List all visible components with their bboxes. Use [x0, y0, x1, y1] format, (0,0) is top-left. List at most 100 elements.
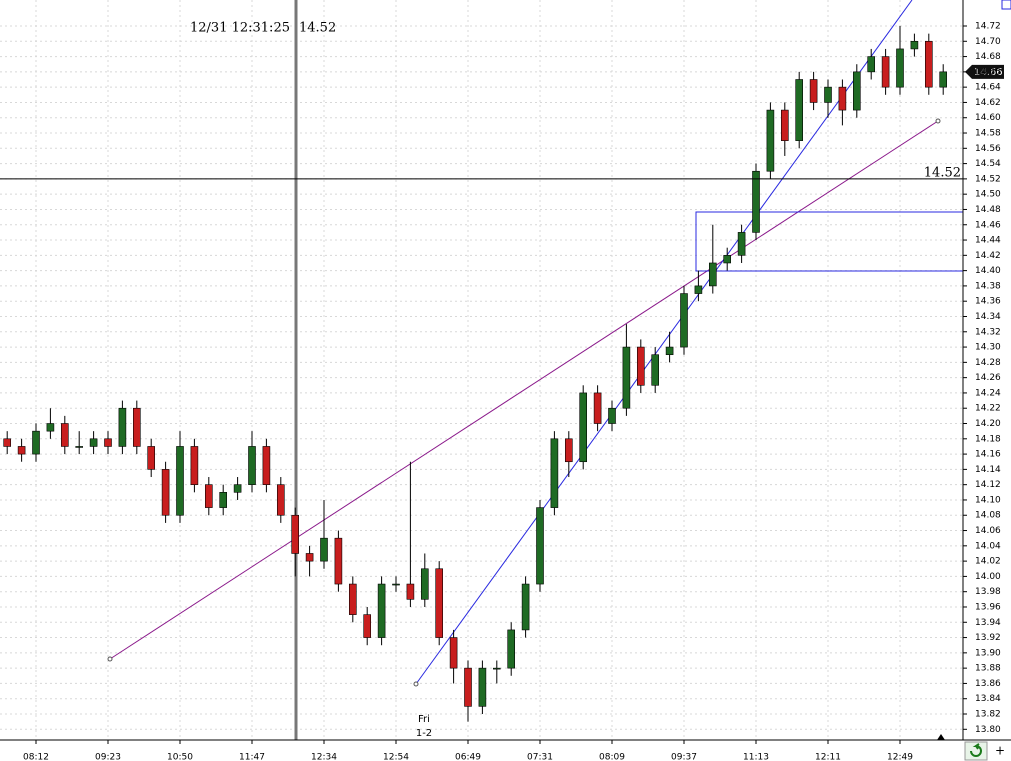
candle-body: [896, 48, 904, 88]
add-button[interactable]: +: [995, 744, 1005, 758]
candle-body: [795, 79, 804, 141]
y-tick-label: 13.88: [975, 664, 1001, 674]
candle-body: [161, 469, 170, 516]
candle-body: [881, 56, 890, 88]
refresh-icon: [970, 743, 982, 757]
candle-body: [348, 583, 357, 615]
candle-body: [3, 438, 12, 447]
session-day: Fri: [418, 714, 430, 725]
y-tick-label: 14.00: [975, 572, 1001, 582]
candle-body: [521, 583, 530, 631]
y-tick-label: 14.18: [975, 434, 1001, 444]
last-price-label: 14.66: [974, 67, 1003, 78]
y-tick-label: 14.22: [975, 404, 1001, 414]
crosshair-value: 14.52: [924, 165, 961, 180]
candle-body: [766, 109, 775, 172]
x-tick-label: 11:47: [239, 753, 265, 761]
x-tick-label: 08:12: [23, 753, 49, 761]
candle-body: [305, 553, 314, 562]
trendline-handle: [107, 656, 113, 662]
x-tick-label: 12:11: [815, 753, 841, 761]
x-tick-label: 10:50: [167, 753, 193, 761]
y-tick-label: 13.86: [975, 679, 1001, 689]
candle-body: [147, 446, 155, 470]
y-tick-label: 14.66: [975, 67, 1001, 77]
y-tick-label: 13.96: [975, 602, 1001, 612]
y-tick-label: 14.30: [975, 343, 1001, 353]
y-tick-label: 14.46: [975, 220, 1001, 230]
candle-body: [780, 109, 789, 141]
y-tick-label: 14.62: [975, 98, 1001, 108]
candle-body: [492, 667, 501, 670]
y-tick-label: 14.24: [975, 388, 1001, 398]
candle-body: [593, 392, 602, 424]
y-tick-label: 14.06: [975, 526, 1001, 536]
x-tick-label: 12:34: [311, 753, 337, 761]
candles: [3, 25, 948, 722]
y-tick-label: 14.08: [975, 511, 1001, 521]
refresh-button[interactable]: [964, 741, 988, 761]
y-tick-label: 14.40: [975, 266, 1001, 276]
y-tick-label: 14.34: [975, 312, 1001, 322]
candle-body: [910, 40, 919, 50]
candle-body: [752, 170, 760, 233]
candle-body: [507, 629, 516, 669]
y-tick-label: 14.72: [975, 21, 1001, 31]
candle-body: [32, 430, 40, 455]
crosshair-time: 12/31 12:31:25: [190, 21, 290, 36]
candle-body: [579, 392, 588, 463]
y-tick-label: 13.92: [975, 633, 1001, 643]
y-tick-label: 14.04: [975, 541, 1001, 551]
candle-body: [867, 56, 876, 73]
candle-body: [248, 446, 256, 485]
crosshair-readout: 14.52: [299, 21, 336, 36]
candle-body: [420, 568, 429, 600]
candle-body: [17, 446, 26, 455]
y-tick-label: 14.58: [975, 129, 1001, 139]
y-tick-label: 14.28: [975, 358, 1001, 368]
candle-body: [291, 514, 300, 554]
session-date: 1-2: [416, 728, 432, 739]
x-tick-label: 09:23: [95, 753, 121, 761]
candle-body: [694, 285, 703, 294]
y-tick-label: 13.84: [975, 694, 1001, 704]
candle-body: [190, 446, 199, 485]
y-tick-label: 13.98: [975, 587, 1001, 597]
y-tick-label: 14.26: [975, 373, 1001, 383]
candle-body: [723, 255, 732, 264]
trendline: [109, 120, 939, 660]
candle-body: [550, 438, 559, 508]
y-tick-label: 13.90: [975, 648, 1001, 658]
candle-body: [680, 293, 688, 348]
candle-body: [622, 346, 631, 409]
y-tick-label: 14.70: [975, 37, 1001, 47]
y-tick-label: 14.56: [975, 144, 1001, 154]
candle-body: [334, 537, 343, 585]
y-tick-label: 14.14: [975, 465, 1001, 475]
last-price-box: [965, 64, 1004, 79]
y-tick-label: 14.02: [975, 557, 1001, 567]
candle-body: [363, 614, 372, 638]
y-tick-label: 14.54: [975, 159, 1001, 169]
candle-body: [176, 446, 184, 516]
candle-body: [392, 583, 400, 586]
x-tick-label: 11:13: [743, 753, 769, 761]
candle-body: [276, 484, 285, 516]
candle-body: [104, 438, 112, 447]
candle-body: [536, 507, 544, 585]
candle-body: [651, 354, 660, 386]
x-tick-label: 09:37: [671, 753, 697, 761]
corner-button[interactable]: [1001, 0, 1011, 10]
trendline: [415, 0, 913, 685]
candle-body: [665, 346, 674, 356]
candle-body: [737, 232, 746, 256]
trendline-handle: [413, 681, 419, 687]
candle-body: [608, 407, 616, 424]
candle-body: [924, 40, 933, 88]
y-tick-label: 14.36: [975, 297, 1001, 307]
candle-body: [464, 667, 472, 707]
candle-body: [320, 537, 328, 562]
candle-body: [233, 484, 242, 493]
x-tick-label: 12:54: [383, 753, 409, 761]
